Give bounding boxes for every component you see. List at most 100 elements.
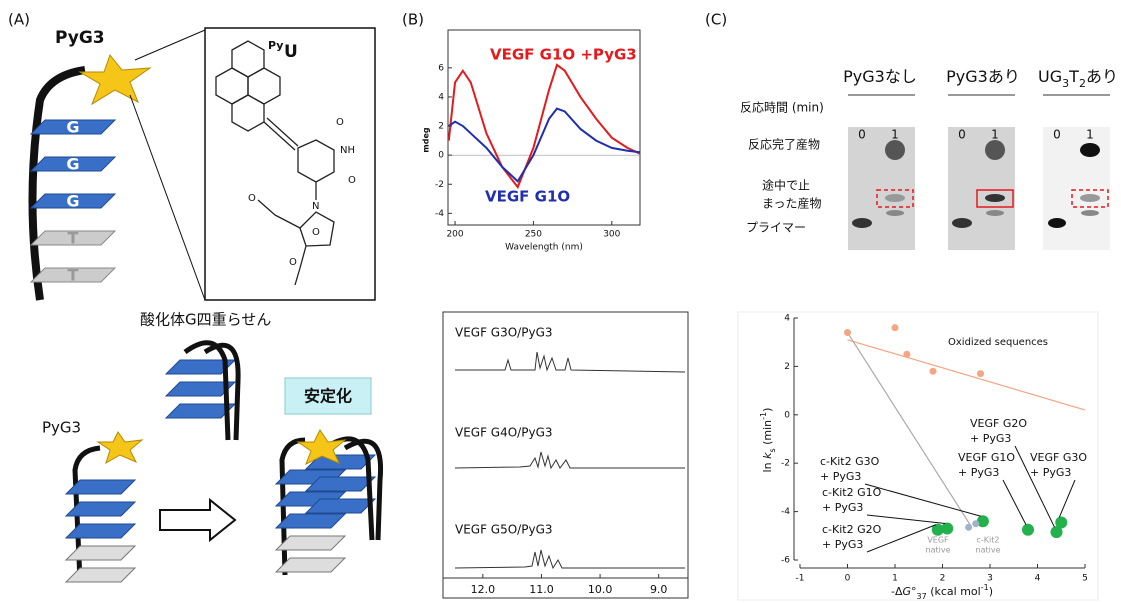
condition-part: T [1068,67,1079,86]
base-letter: T [68,229,79,248]
pyrene-star [80,55,150,104]
cd-line [449,65,640,187]
band [1080,194,1100,202]
plate [66,568,135,582]
backbone [282,440,305,575]
band [885,140,905,160]
y-tick-label: -6 [781,556,790,566]
panel-label: (B) [402,11,424,29]
gel-image [848,127,915,250]
band-label: まった産物 [762,196,822,211]
point-label: VEGF G1O [958,451,1015,464]
band [885,194,905,202]
base-letter: G [66,118,79,137]
band [1080,143,1100,157]
atom-label: O [336,117,344,128]
arrow [160,500,235,540]
point [903,351,910,358]
time-label: 反応時間 (min) [740,101,824,115]
series-label: Oxidized sequences [948,337,1048,348]
band-label: 反応完了産物 [748,137,820,152]
point-label: + PyG3 [822,501,863,514]
x-tick-label: -1 [796,574,805,584]
series-label: VEGF G1O +PyG3 [490,46,637,64]
condition-part: 3 [1062,77,1069,90]
atom-label: NH [340,145,355,156]
y-tick-label: 6 [438,63,444,73]
time-label: 1 [991,128,999,142]
time-label: 1 [891,128,899,142]
spectrum-label: VEGF G4O/PyG3 [455,426,553,440]
axis-label-part: ) [761,408,774,412]
axis-label-part: ln [761,459,774,473]
x-axis-label: Wavelength (nm) [505,243,583,253]
y-tick-label: 4 [438,92,444,102]
spectrum-label: VEGF G3O/PyG3 [455,326,553,340]
y-tick-label: 0 [438,151,444,161]
point-label: + PyG3 [822,538,863,551]
point-label: VEGF [927,536,949,545]
point [965,524,972,531]
point [930,368,937,375]
condition-label: PyG3あり [946,67,1020,86]
panel-label: (C) [705,11,727,29]
point-label: c-Kit2 [977,536,1000,545]
band [1081,210,1099,216]
point [1055,516,1067,528]
axis-label-part: -Δ [891,585,903,598]
nucleoside-base: U [284,42,298,62]
y-tick-label: 0 [784,410,790,420]
callout-line [135,30,205,60]
time-label: 0 [958,128,966,142]
panel-label: (A) [8,11,30,29]
x-tick-label: 300 [603,230,620,240]
point-label: + PyG3 [1030,466,1071,479]
axis-label-part: ) [989,585,993,598]
oxidized-label: 酸化体G四重らせん [140,311,271,329]
band-label: 途中で止 [762,178,810,193]
y-axis-label: mdeg [422,127,431,152]
atom-label: O [248,193,256,204]
condition-part: UG [1038,67,1062,86]
atom-label: O [312,227,320,238]
condition-part: PyG3なし [843,67,917,86]
stabilized-label: 安定化 [304,387,352,406]
x-tick-label: 250 [525,230,542,240]
point-label: c-Kit2 G2O [822,523,882,536]
axis-label-part: (min [761,420,774,449]
x-tick-label: 3 [987,574,993,584]
band [1048,218,1066,228]
axis-label-part: (kcal mol [927,585,981,598]
base-letter: T [68,266,79,285]
point [844,329,851,336]
figure: (A) (B) (C) PyG3 Py U O NH O N O O O 酸化体… [0,0,1121,603]
star [98,432,142,463]
callout-line [130,95,205,300]
condition-part: PyG3あり [946,67,1020,86]
point [972,520,979,527]
y-tick-label: -2 [435,180,444,190]
series-label: VEGF G1O [485,188,570,206]
axis-label-part: G [902,585,911,598]
y-tick-label: -2 [781,459,790,469]
y-tick-label: 2 [438,122,444,132]
atom-label: O [348,175,356,186]
band [985,140,1005,160]
time-label: 1 [1086,128,1094,142]
point-label: native [926,546,951,555]
x-tick-label: 4 [1035,574,1041,584]
point [941,523,953,535]
cd-line [449,109,640,182]
condition-part: 2 [1079,77,1086,90]
point-label: c-Kit2 G1O [822,486,882,499]
point [892,324,899,331]
condition-part: あり [1086,67,1118,86]
point-label: native [976,546,1001,555]
x-tick-label: 1 [892,574,898,584]
spectrum-label: VEGF G5O/PyG3 [455,523,553,537]
nmr-frame [443,312,688,598]
gel-image [948,127,1015,250]
band-label: プライマー [746,221,806,235]
condition-label: PyG3なし [843,67,917,86]
